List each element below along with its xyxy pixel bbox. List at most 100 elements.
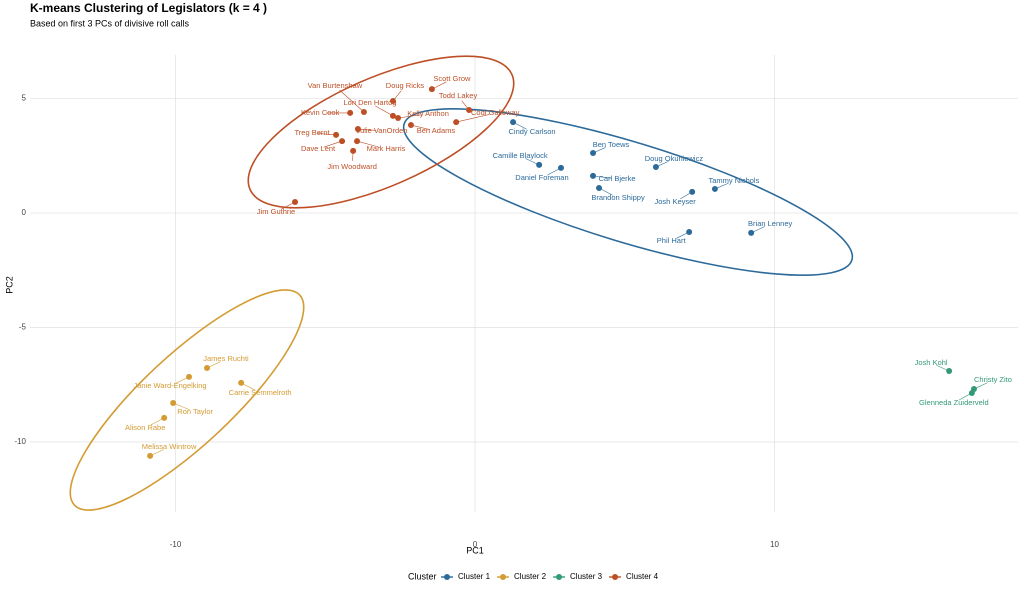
point-label: Mark Harris	[367, 144, 406, 153]
point	[238, 379, 245, 386]
label-connector	[356, 140, 381, 148]
point	[389, 112, 396, 119]
ellipse-cluster-2	[69, 289, 305, 511]
point-label: Kevin Cook	[301, 108, 340, 117]
point-label: Alison Rabe	[125, 423, 165, 432]
legend-label: Cluster 2	[514, 572, 547, 581]
point-label: Glenneda Zuiderveld	[919, 398, 989, 407]
grid	[30, 55, 1018, 512]
point-label: Camille Blaylock	[493, 151, 548, 160]
y-tick-label: 0	[22, 208, 27, 217]
y-tick-label: -5	[19, 323, 27, 332]
ellipse-cluster-4	[247, 55, 515, 209]
point-label: Ron Taylor	[177, 407, 213, 416]
point	[389, 98, 396, 105]
x-tick-label: 0	[473, 540, 478, 549]
point-label: Dave Lent	[301, 144, 336, 153]
point-label: Julie VanOrden	[356, 126, 407, 135]
point-label: Brian Lenney	[748, 219, 792, 228]
point-label: Lori Den Hartog	[343, 98, 396, 107]
point-label: Todd Lakey	[439, 91, 478, 100]
point	[354, 125, 361, 132]
point-label: James Ruchti	[203, 354, 249, 363]
point	[510, 119, 517, 126]
point	[689, 188, 696, 195]
legend-key	[556, 574, 563, 580]
y-tick-label: 5	[22, 94, 27, 103]
point-label: Doug Ricks	[386, 81, 425, 90]
legend-title: Cluster	[408, 571, 437, 581]
point-label: Carl Bjerke	[598, 174, 635, 183]
point	[147, 452, 154, 459]
point-label: Carrie Semmelroth	[229, 388, 292, 397]
point-label: Codi Galloway	[471, 108, 520, 117]
y-tick-label: -10	[14, 437, 26, 446]
point	[170, 400, 177, 407]
label-connector	[318, 133, 337, 136]
point	[557, 164, 564, 171]
point	[968, 389, 975, 396]
y-axis-title: PC2	[4, 276, 14, 294]
point	[186, 373, 193, 380]
point-label: Phil Hart	[657, 236, 687, 245]
legend-label: Cluster 4	[626, 572, 659, 581]
point	[466, 106, 473, 113]
point-label: Janie Ward-Engelking	[133, 381, 206, 390]
point-label: Scott Grow	[433, 74, 471, 83]
label-connector	[410, 124, 431, 130]
point-label: Doug Okuniewicz	[645, 154, 704, 163]
point	[407, 122, 414, 129]
x-tick-label: 10	[770, 540, 779, 549]
point-label: Treg Bernt	[294, 128, 330, 137]
cluster-ellipses	[69, 55, 854, 511]
point	[333, 131, 340, 138]
point	[536, 161, 543, 168]
point-label: Daniel Foreman	[515, 173, 568, 182]
point-label: Jim Woodward	[327, 162, 376, 171]
point-label: Josh Keyser	[655, 197, 697, 206]
point-label: Jim Guthrie	[257, 207, 295, 216]
legend-key	[612, 574, 619, 580]
point	[711, 185, 718, 192]
point-label: Van Burtenshaw	[308, 81, 363, 90]
chart-subtitle: Based on first 3 PCs of divisive roll ca…	[30, 18, 190, 28]
point	[652, 163, 659, 170]
points: Cindy Carlson Ben Toews Camille Blaylock Da…	[125, 74, 1012, 459]
point	[395, 114, 402, 121]
label-connector	[375, 105, 394, 117]
label-connector	[323, 140, 343, 148]
point	[590, 149, 597, 156]
point	[748, 229, 755, 236]
legend-label: Cluster 1	[458, 572, 491, 581]
point	[339, 138, 346, 145]
label-connector	[398, 114, 423, 119]
point	[350, 147, 357, 154]
point-label: Ben Toews	[593, 140, 630, 149]
point	[946, 367, 953, 374]
point-label: Cindy Carlson	[509, 127, 556, 136]
label-connector	[357, 128, 376, 131]
ellipse-cluster-1	[402, 108, 854, 276]
point	[686, 228, 693, 235]
legend-key	[444, 574, 450, 580]
point	[354, 138, 361, 145]
point	[590, 172, 597, 179]
point-label: Ben Adams	[417, 126, 456, 135]
legend-key	[500, 574, 507, 580]
x-axis-title: PC1	[466, 545, 484, 555]
point-label: Christy Zito	[974, 375, 1012, 384]
point-label: Tammy Nichols	[708, 176, 759, 185]
point	[596, 185, 603, 192]
chart-title: K-means Clustering of Legislators (k = 4…	[30, 1, 267, 15]
label-connector	[456, 114, 490, 123]
point	[161, 414, 168, 421]
point-label: Kelly Anthon	[407, 109, 449, 118]
x-tick-label: -10	[170, 540, 182, 549]
point-label: Josh Kohl	[915, 358, 948, 367]
point	[453, 119, 460, 126]
point	[203, 364, 210, 371]
point	[292, 198, 299, 205]
point-label: Brandon Shippy	[591, 193, 645, 202]
label-connector	[592, 175, 612, 179]
